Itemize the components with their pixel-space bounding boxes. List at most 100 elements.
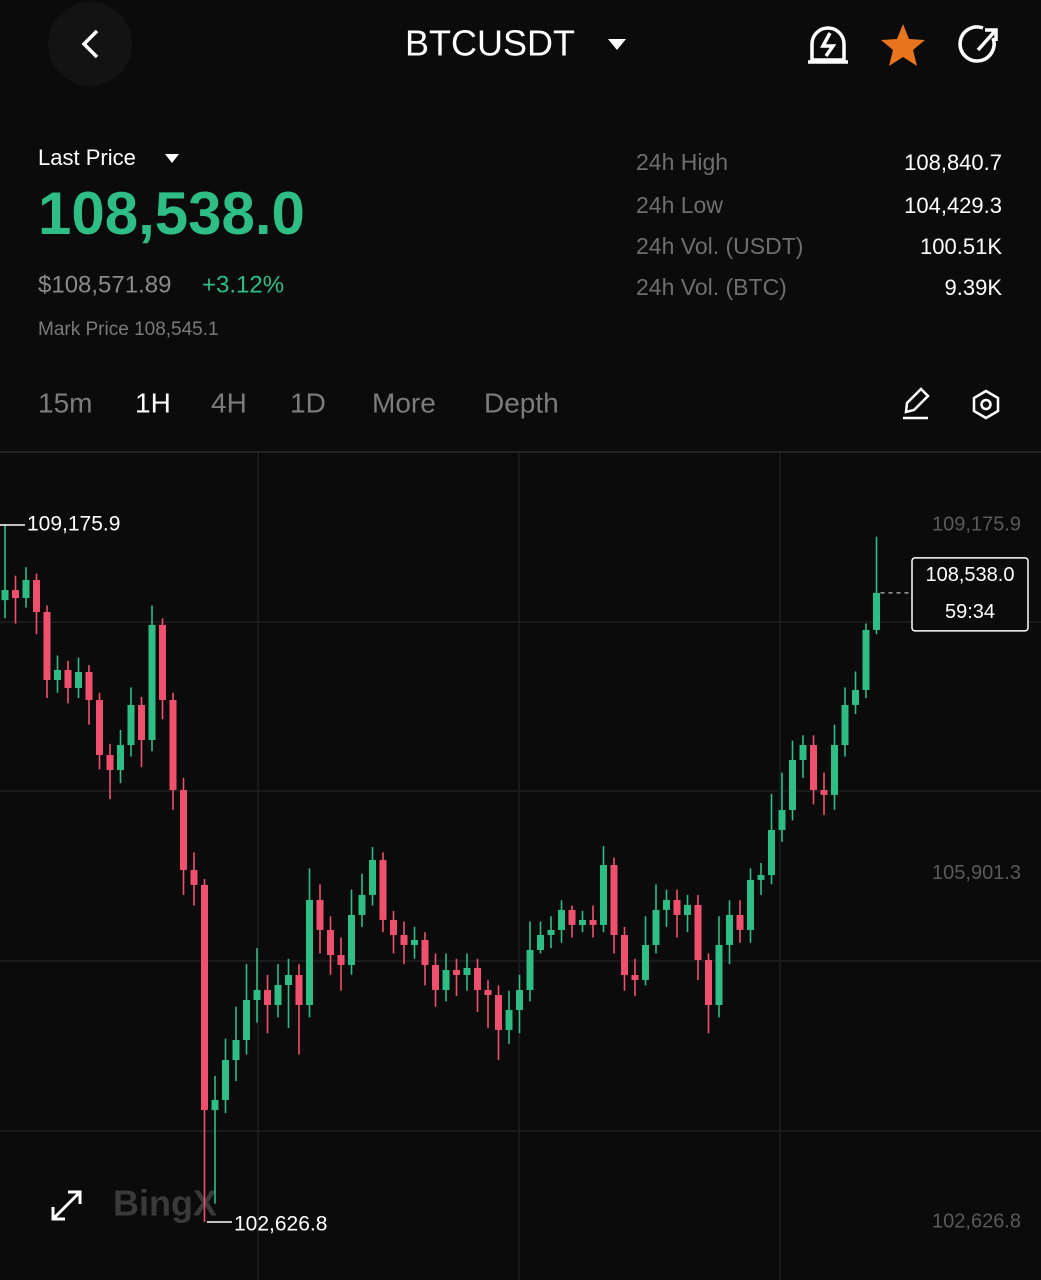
timeframe-tab[interactable]: More xyxy=(372,387,436,418)
candle-body xyxy=(831,744,838,795)
candle-body xyxy=(96,699,103,755)
favorite-star[interactable] xyxy=(881,24,925,66)
stats: 24h High 108,840.7 24h Low 104,429.3 24h Vol… xyxy=(636,149,1002,300)
pair-dropdown[interactable] xyxy=(608,39,626,50)
candle-body xyxy=(243,999,250,1041)
timeframe-tab[interactable]: 15m xyxy=(38,387,92,418)
candle-body xyxy=(138,704,145,740)
stat-value: 9.39K xyxy=(945,275,1003,300)
price-tag-value: 108,538.0 xyxy=(926,564,1015,586)
candle-body xyxy=(295,974,303,1005)
candle-body xyxy=(568,909,576,925)
share-icon[interactable] xyxy=(958,25,998,63)
candle-body xyxy=(54,669,61,680)
mark-price: Mark Price 108,545.1 xyxy=(38,319,219,340)
settings-icon[interactable] xyxy=(972,389,1000,420)
back-button[interactable] xyxy=(48,2,132,86)
candle-body xyxy=(841,704,849,745)
candle-body xyxy=(694,904,702,960)
low-marker-label: 102,626.8 xyxy=(234,1213,327,1236)
candle-body xyxy=(547,929,555,935)
candle-body xyxy=(64,669,72,688)
candle-body xyxy=(463,967,471,975)
candle-body xyxy=(820,790,828,795)
price-type-dropdown[interactable] xyxy=(165,154,179,163)
candle-body xyxy=(358,894,366,915)
candle-body xyxy=(715,944,723,1005)
candle-body xyxy=(316,899,324,930)
candle-body xyxy=(306,899,313,1005)
candle-body xyxy=(1,590,9,601)
timeframe-tabs: 15m 1H 4H 1D More Depth xyxy=(38,387,559,418)
grid xyxy=(0,453,1041,1280)
candle-body xyxy=(631,974,639,980)
candle-body xyxy=(589,919,597,925)
fullscreen-icon[interactable] xyxy=(51,1190,82,1221)
candle-body xyxy=(757,875,765,880)
back-icon xyxy=(81,29,99,59)
candle-body xyxy=(705,959,712,1005)
timeframe-tab[interactable]: 4H xyxy=(211,387,247,418)
candle-body xyxy=(400,934,408,945)
candle-body xyxy=(505,1009,513,1031)
candle-body xyxy=(379,860,387,920)
candle-body xyxy=(610,865,618,935)
candle-body xyxy=(726,914,733,945)
price-tag-countdown: 59:34 xyxy=(945,601,995,623)
candle-body xyxy=(736,914,744,930)
candle-body xyxy=(348,914,355,965)
y-tick-label: 109,175.9 xyxy=(932,513,1021,535)
candle-body xyxy=(285,974,292,985)
candle-body xyxy=(159,624,166,700)
watermark: BingX xyxy=(113,1183,217,1224)
candle-body xyxy=(789,759,796,811)
stat-label: 24h Vol. (BTC) xyxy=(636,274,787,300)
stat-value: 104,429.3 xyxy=(904,193,1002,218)
candle-body xyxy=(211,1100,219,1111)
candle-body xyxy=(127,704,135,745)
candle-body xyxy=(484,989,492,995)
candle-body xyxy=(75,671,82,688)
candle-body xyxy=(148,624,156,740)
price-type-label[interactable]: Last Price xyxy=(38,145,136,170)
stat-label: 24h Low xyxy=(636,192,723,218)
stat-value: 100.51K xyxy=(920,234,1002,259)
candle-body xyxy=(799,744,807,760)
price-tag xyxy=(911,557,1029,632)
timeframe-tab[interactable]: 1D xyxy=(290,387,326,418)
candle-body xyxy=(663,899,670,910)
candle-body xyxy=(337,954,345,965)
candle-body xyxy=(411,939,418,945)
candle-body xyxy=(33,580,40,612)
candle-body xyxy=(390,919,397,935)
y-tick-label: 102,626.8 xyxy=(932,1210,1021,1232)
draw-icon[interactable] xyxy=(903,387,930,420)
candle-body xyxy=(232,1040,240,1061)
candle-body xyxy=(274,984,282,1005)
pair-title[interactable]: BTCUSDT xyxy=(405,23,575,64)
price-change: +3.12% xyxy=(202,271,284,298)
alert-icon[interactable] xyxy=(808,26,848,64)
last-price: 108,538.0 xyxy=(38,180,305,247)
timeframe-tab[interactable]: Depth xyxy=(484,387,559,418)
candle-body xyxy=(768,830,775,876)
candle-body xyxy=(85,671,93,700)
usd-price: $108,571.89 xyxy=(38,271,171,298)
candle-body xyxy=(747,879,754,930)
stat-label: 24h High xyxy=(636,149,728,175)
candle-body xyxy=(579,919,586,925)
candle-body xyxy=(442,969,450,990)
timeframe-tab[interactable]: 1H xyxy=(135,387,171,418)
candle-body xyxy=(652,909,660,945)
candle-body xyxy=(673,899,681,915)
candle-body xyxy=(201,884,208,1111)
candle-body xyxy=(253,989,261,1000)
candle-body xyxy=(180,790,187,870)
candle-body xyxy=(264,989,271,1005)
candle-body xyxy=(421,939,429,965)
candle-body xyxy=(190,869,198,885)
candle-body xyxy=(537,934,544,950)
candle-body xyxy=(432,964,439,990)
candle-body xyxy=(526,949,534,990)
